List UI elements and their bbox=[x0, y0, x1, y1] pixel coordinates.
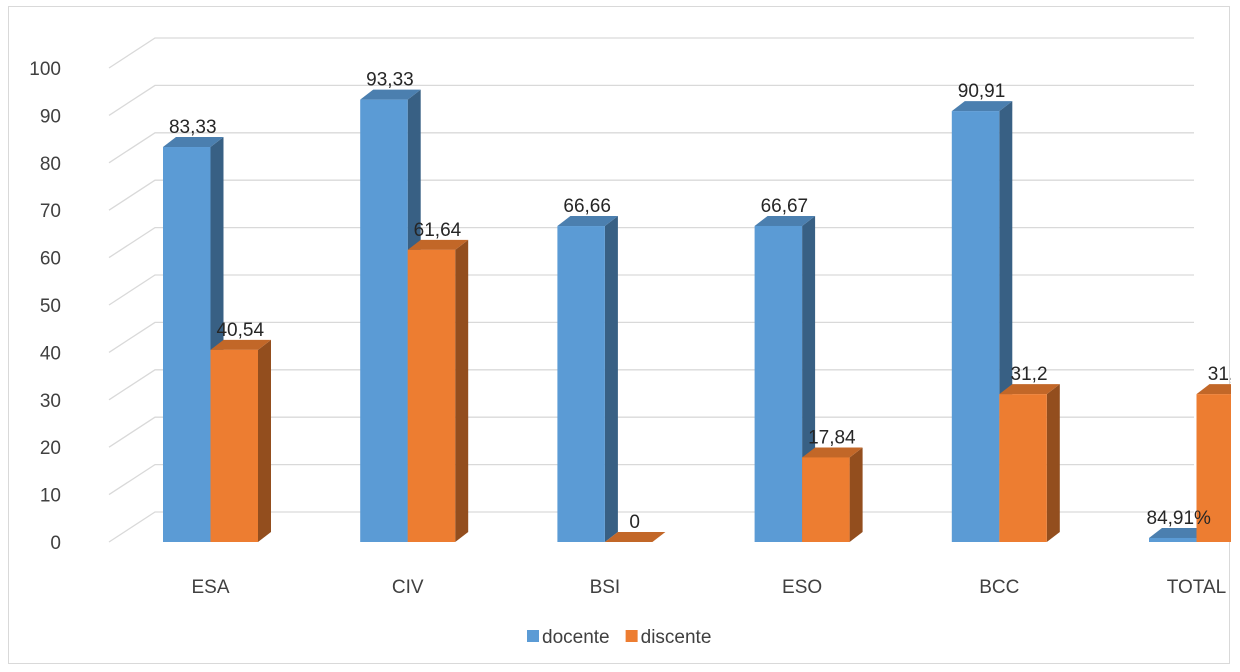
data-label-docente: 90,91 bbox=[958, 81, 1006, 102]
data-label-discente: 40,54 bbox=[216, 320, 264, 341]
bar-front-face bbox=[802, 457, 850, 542]
bar-top-face bbox=[951, 101, 1013, 112]
data-label-discente: 0 bbox=[629, 512, 640, 533]
x-tick-label: ESA bbox=[191, 577, 229, 598]
gridline bbox=[108, 179, 1194, 211]
y-tick-label: 90 bbox=[40, 106, 61, 127]
y-tick-label: 30 bbox=[40, 391, 61, 412]
gridline bbox=[108, 321, 1194, 353]
data-label-docente: 83,33 bbox=[169, 117, 217, 138]
gridline bbox=[108, 274, 1194, 306]
bar-docente-bsi bbox=[557, 216, 618, 542]
legend-swatch bbox=[625, 630, 638, 642]
y-tick-label: 80 bbox=[40, 154, 61, 175]
y-tick-label: 60 bbox=[40, 249, 61, 270]
y-tick-label: 10 bbox=[40, 486, 61, 507]
y-tick-label: 50 bbox=[40, 296, 61, 317]
data-label-docente: 84,91% bbox=[1147, 508, 1212, 529]
bar-top-face bbox=[1149, 527, 1210, 538]
bar-discente-esa bbox=[210, 339, 271, 542]
y-axis-tick-labels: 0 10 20 30 40 50 60 70 80 90 100 bbox=[29, 59, 61, 554]
bar-top-face bbox=[210, 339, 271, 350]
bar-docente-eso bbox=[754, 215, 816, 543]
x-tick-label: CIV bbox=[392, 577, 424, 598]
bar-top-face bbox=[407, 239, 469, 250]
bar-top-face bbox=[1196, 384, 1231, 395]
bar-front-face bbox=[163, 147, 211, 542]
bar-top-face bbox=[802, 447, 863, 458]
legend-item-docente: docente bbox=[527, 627, 610, 648]
gridlines bbox=[108, 37, 1194, 543]
legend-swatch bbox=[527, 630, 539, 642]
bar-front-face bbox=[754, 225, 803, 543]
data-label-discente: 17,84 bbox=[808, 427, 856, 448]
bar-top-face bbox=[999, 384, 1060, 395]
y-tick-label: 40 bbox=[40, 343, 61, 364]
bar-front-face bbox=[1149, 537, 1197, 542]
bar-side-face bbox=[1046, 384, 1060, 542]
legend: docente discente bbox=[527, 627, 711, 648]
bar-side-face bbox=[849, 447, 863, 542]
bar-front-face bbox=[407, 249, 456, 542]
data-label-discente: 31,2 bbox=[1208, 364, 1231, 385]
x-tick-label: TOTAL bbox=[1167, 577, 1226, 598]
bar-top-face bbox=[360, 89, 421, 100]
data-label-discente: 31,2 bbox=[1011, 364, 1048, 385]
bar-side-face bbox=[455, 239, 469, 542]
bars bbox=[163, 89, 1231, 543]
bar-discente-bsi bbox=[604, 532, 666, 542]
gridline bbox=[108, 416, 1194, 448]
gridline bbox=[108, 84, 1194, 116]
bar-discente-eso bbox=[802, 447, 863, 542]
bar-top-face bbox=[557, 216, 618, 227]
bar-discente-total bbox=[1196, 384, 1231, 542]
data-label-discente: 61,64 bbox=[414, 220, 462, 241]
legend-label: discente bbox=[641, 627, 712, 648]
data-labels: 83,33 40,54 93,33 61,64 66,66 0 66,67 17,84 90,9… bbox=[169, 70, 1231, 533]
y-tick-label: 100 bbox=[29, 59, 61, 80]
bar-discente-civ bbox=[407, 239, 469, 542]
x-tick-label: BSI bbox=[590, 577, 621, 598]
gridline bbox=[108, 226, 1194, 259]
bar-side-face bbox=[604, 216, 618, 542]
gridline bbox=[108, 369, 1194, 401]
data-label-docente: 66,66 bbox=[563, 196, 611, 217]
bar-discente-bcc bbox=[999, 384, 1060, 542]
x-axis-category-labels: ESA CIV BSI ESO BCC TOTAL bbox=[191, 577, 1226, 598]
bar-side-face bbox=[258, 339, 271, 542]
bar-chart: 0 10 20 30 40 50 60 70 80 90 100 83,33 40,54 93,33 61… bbox=[29, 37, 1231, 648]
data-label-docente: 93,33 bbox=[366, 70, 414, 91]
bar-top-face bbox=[604, 532, 666, 542]
y-tick-label: 0 bbox=[50, 533, 61, 554]
bar-front-face bbox=[951, 111, 1000, 542]
legend-label: docente bbox=[542, 627, 610, 648]
y-tick-label: 70 bbox=[40, 201, 61, 222]
bar-front-face bbox=[360, 99, 408, 543]
data-label-docente: 66,67 bbox=[761, 196, 809, 217]
gridline bbox=[108, 132, 1194, 164]
chart-frame: 0 10 20 30 40 50 60 70 80 90 100 83,33 40,54 93,33 61… bbox=[8, 6, 1231, 664]
bar-front-face bbox=[999, 394, 1047, 542]
bar-front-face bbox=[557, 226, 605, 542]
bar-top-face bbox=[754, 215, 816, 226]
bar-top-face bbox=[163, 137, 224, 148]
gridline bbox=[108, 37, 1194, 69]
y-tick-label: 20 bbox=[40, 438, 61, 459]
bar-front-face bbox=[210, 349, 258, 542]
legend-item-discente: discente bbox=[625, 627, 712, 648]
x-tick-label: ESO bbox=[782, 577, 822, 598]
bar-front-face bbox=[1196, 394, 1231, 542]
x-tick-label: BCC bbox=[979, 577, 1019, 598]
